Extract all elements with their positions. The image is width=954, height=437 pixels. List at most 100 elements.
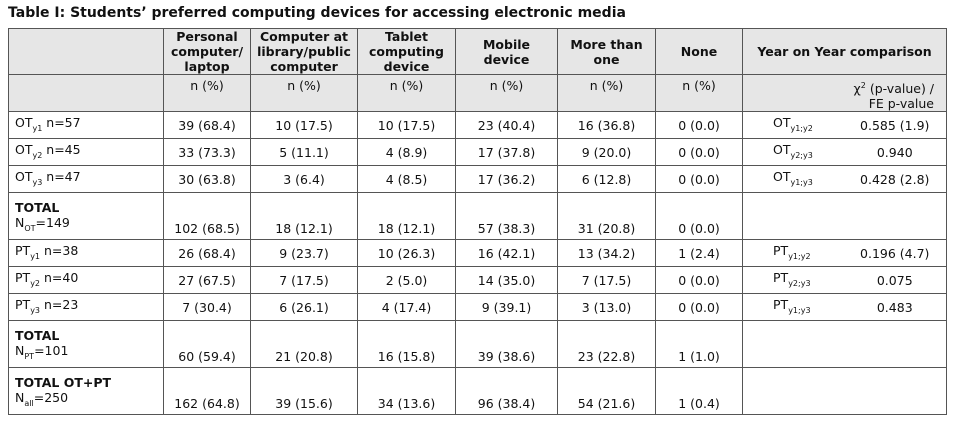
data-cell: 7 (17.5)	[557, 266, 656, 295]
data-cell: 9 (20.0)	[557, 138, 656, 167]
data-cell: 3 (13.0)	[557, 293, 656, 322]
comparison-sub: y2;y3	[790, 150, 813, 160]
stat-cell: 0.075	[843, 266, 948, 295]
row-label-rest: n=38	[40, 242, 79, 258]
table-row: TOTAL NOT=149 102 (68.5) 18 (12.1) 18 (12.1)…	[8, 192, 948, 241]
data-cell: 27 (67.5)	[163, 266, 251, 295]
row-label-sub: OT	[24, 224, 36, 234]
header-cell	[742, 73, 844, 113]
data-cell: 0 (0.0)	[655, 266, 743, 295]
table: Personal computer/ laptop Computer at lib…	[8, 28, 948, 416]
stat-superscript: 2	[860, 81, 866, 90]
header-cell	[8, 73, 164, 113]
row-label-main: OT	[15, 114, 33, 130]
data-cell: 0 (0.0)	[655, 165, 743, 194]
table-row: OTy1 n=57 39 (68.4) 10 (17.5) 10 (17.5) 23 (…	[8, 111, 948, 140]
empty-cell	[742, 320, 844, 369]
data-cell: 0 (0.0)	[655, 293, 743, 322]
row-label-main: N	[15, 215, 25, 231]
row-label: TOTAL OT+PT Nall=250	[8, 367, 164, 416]
comparison-main: PT	[773, 296, 789, 312]
comparison-sub: y1;y2	[790, 123, 813, 133]
data-cell: 23 (40.4)	[455, 111, 558, 140]
data-cell: 5 (11.1)	[250, 138, 358, 167]
comparison-sub: y1;y3	[788, 305, 811, 315]
row-label-main: PT	[15, 269, 31, 285]
data-cell: 23 (22.8)	[557, 320, 656, 369]
data-cell: 57 (38.3)	[455, 192, 558, 241]
table-row: OTy2 n=45 33 (73.3) 5 (11.1) 4 (8.9) 17 (37.…	[8, 138, 948, 167]
stat-header: χ2 (p-value) / FE p-value	[843, 73, 948, 113]
data-cell: 162 (64.8)	[163, 367, 251, 416]
data-cell: 7 (30.4)	[163, 293, 251, 322]
row-label: TOTAL NOT=149	[8, 192, 164, 241]
unit-label: n (%)	[557, 73, 656, 113]
data-cell: 1 (2.4)	[655, 239, 743, 268]
table-row: OTy3 n=47 30 (63.8) 3 (6.4) 4 (8.5) 17 (36.2…	[8, 165, 948, 194]
data-cell: 26 (68.4)	[163, 239, 251, 268]
comparison-cell: OTy1;y3	[742, 165, 844, 194]
data-cell: 4 (8.9)	[357, 138, 456, 167]
stat-cell: 0.585 (1.9)	[843, 111, 948, 140]
comparison-cell: PTy1;y3	[742, 293, 844, 322]
empty-cell	[843, 192, 948, 241]
data-cell: 1 (0.4)	[655, 367, 743, 416]
data-cell: 16 (15.8)	[357, 320, 456, 369]
data-cell: 0 (0.0)	[655, 138, 743, 167]
column-header: Tablet computing device	[357, 28, 456, 75]
row-label-main: N	[15, 390, 25, 406]
row-label-rest: =250	[33, 390, 69, 406]
table-header: Personal computer/ laptop Computer at lib…	[8, 28, 948, 113]
data-cell: 7 (17.5)	[250, 266, 358, 295]
data-cell: 1 (1.0)	[655, 320, 743, 369]
stat-cell: 0.483	[843, 293, 948, 322]
stat-symbol: χ	[853, 81, 861, 97]
row-heading: TOTAL	[15, 200, 60, 216]
row-label-main: PT	[15, 296, 31, 312]
stat-cell: 0.196 (4.7)	[843, 239, 948, 268]
header-cell	[8, 28, 164, 75]
row-label: OTy1 n=57	[8, 111, 164, 140]
table-row: TOTAL OT+PT Nall=250 162 (64.8) 39 (15.6) 34…	[8, 367, 948, 416]
comparison-sub: y2;y3	[788, 278, 811, 288]
unit-label: n (%)	[357, 73, 456, 113]
data-cell: 18 (12.1)	[250, 192, 358, 241]
comparison-sub: y1;y3	[790, 177, 813, 187]
row-label-main: PT	[15, 242, 31, 258]
data-cell: 6 (12.8)	[557, 165, 656, 194]
unit-label: n (%)	[455, 73, 558, 113]
row-label-sub: y1	[30, 251, 41, 261]
row-label-sub: y3	[30, 305, 41, 315]
row-label: PTy2 n=40	[8, 266, 164, 295]
comparison-cell: OTy1;y2	[742, 111, 844, 140]
data-cell: 102 (68.5)	[163, 192, 251, 241]
comparison-main: OT	[773, 168, 791, 184]
column-header: None	[655, 28, 743, 75]
row-label: PTy1 n=38	[8, 239, 164, 268]
row-label-rest: n=45	[42, 141, 81, 157]
table-row: TOTAL NPT=101 60 (59.4) 21 (20.8) 16 (15.8) 3…	[8, 320, 948, 369]
comparison-main: PT	[773, 269, 789, 285]
row-label-rest: n=57	[42, 114, 81, 130]
comparison-cell: OTy2;y3	[742, 138, 844, 167]
data-cell: 30 (63.8)	[163, 165, 251, 194]
stat-text: (p-value) / FE p-value	[865, 81, 935, 112]
comparison-main: OT	[773, 114, 791, 130]
comparison-sub: y1;y2	[788, 251, 811, 261]
row-label-sub: y2	[30, 278, 41, 288]
data-cell: 54 (21.6)	[557, 367, 656, 416]
comparison-main: OT	[773, 141, 791, 157]
units-row: n (%) n (%) n (%) n (%) n (%) n (%) χ2 (p-valu…	[8, 73, 948, 113]
data-cell: 10 (17.5)	[250, 111, 358, 140]
row-label: OTy2 n=45	[8, 138, 164, 167]
comparison-main: PT	[773, 242, 789, 258]
unit-label: n (%)	[163, 73, 251, 113]
data-cell: 13 (34.2)	[557, 239, 656, 268]
data-cell: 10 (17.5)	[357, 111, 456, 140]
row-label: TOTAL NPT=101	[8, 320, 164, 369]
data-cell: 4 (8.5)	[357, 165, 456, 194]
row-label-rest: =101	[34, 343, 69, 359]
data-cell: 39 (68.4)	[163, 111, 251, 140]
data-cell: 3 (6.4)	[250, 165, 358, 194]
table-row: PTy3 n=23 7 (30.4) 6 (26.1) 4 (17.4) 9 (39.1…	[8, 293, 948, 322]
